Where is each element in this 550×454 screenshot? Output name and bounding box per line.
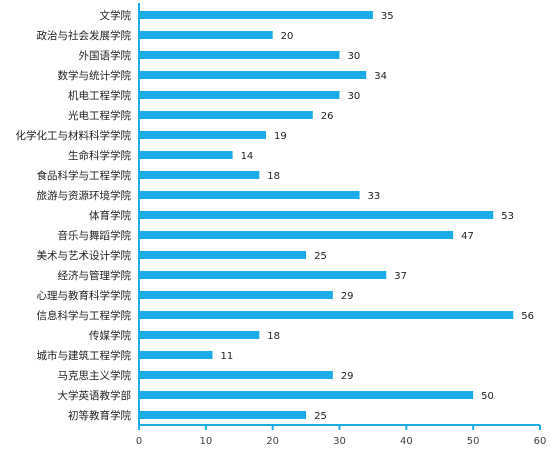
data-label: 18	[267, 171, 280, 182]
category-label: 光电工程学院	[68, 109, 131, 122]
bar	[139, 211, 494, 219]
category-label: 体育学院	[89, 209, 131, 222]
category-label: 信息科学与工程学院	[37, 309, 132, 322]
category-label: 数学与统计学院	[58, 69, 132, 82]
data-label: 37	[394, 271, 407, 282]
bar	[139, 351, 213, 359]
category-label: 马克思主义学院	[58, 369, 132, 382]
category-label: 旅游与资源环境学院	[37, 189, 132, 202]
data-label: 25	[314, 411, 327, 422]
data-label: 14	[241, 151, 254, 162]
bar	[139, 271, 387, 279]
x-tick-label: 60	[534, 436, 547, 447]
bar	[139, 111, 313, 119]
data-label: 34	[374, 71, 387, 82]
category-label: 文学院	[100, 9, 132, 22]
data-label: 53	[501, 211, 514, 222]
x-tick-label: 30	[333, 436, 346, 447]
category-label: 化学化工与材料科学学院	[16, 129, 132, 142]
category-label: 心理与教育科学学院	[37, 289, 132, 302]
bar	[139, 231, 454, 239]
category-label: 政治与社会发展学院	[37, 29, 132, 42]
axes-group: 0 10 20 30 40 50 60	[136, 3, 547, 447]
data-label: 11	[221, 351, 234, 362]
data-label: 47	[461, 231, 474, 242]
value-labels: 35 20 30 34 30 26 19 14 18 33 53 47 25 37 29 56 18 11 29 50…	[221, 11, 534, 422]
data-label: 30	[348, 51, 361, 62]
data-label: 50	[481, 391, 494, 402]
data-label: 29	[341, 371, 354, 382]
data-label: 26	[321, 111, 334, 122]
data-label: 35	[381, 11, 394, 22]
bars-group	[139, 11, 514, 419]
x-tick-label: 0	[136, 436, 142, 447]
category-label: 初等教育学院	[68, 409, 131, 422]
bar	[139, 171, 260, 179]
bar	[139, 11, 373, 19]
bar	[139, 331, 260, 339]
category-label: 美术与艺术设计学院	[37, 249, 132, 262]
category-label: 经济与管理学院	[58, 269, 132, 282]
x-tick-label: 10	[199, 436, 212, 447]
x-tick-label: 50	[467, 436, 480, 447]
bar	[139, 311, 514, 319]
bar	[139, 71, 367, 79]
category-label: 食品科学与工程学院	[37, 169, 132, 182]
bar	[139, 31, 273, 39]
bar	[139, 391, 474, 399]
category-label: 音乐与舞蹈学院	[58, 229, 132, 242]
bar	[139, 371, 333, 379]
x-tick-label: 40	[400, 436, 413, 447]
category-label: 传媒学院	[89, 329, 131, 342]
data-label: 18	[267, 331, 280, 342]
bar	[139, 291, 333, 299]
category-label: 外国语学院	[79, 49, 132, 62]
bar	[139, 411, 307, 419]
category-label: 城市与建筑工程学院	[37, 349, 132, 362]
bar	[139, 51, 340, 59]
data-label: 29	[341, 291, 354, 302]
bar	[139, 151, 233, 159]
category-label: 机电工程学院	[68, 89, 131, 102]
data-label: 25	[314, 251, 327, 262]
bar	[139, 191, 360, 199]
data-label: 19	[274, 131, 287, 142]
category-label: 大学英语教学部	[58, 389, 132, 402]
bar	[139, 91, 340, 99]
bar	[139, 131, 266, 139]
category-labels: 文学院政治与社会发展学院外国语学院数学与统计学院机电工程学院光电工程学院化学化工…	[16, 9, 132, 422]
bar	[139, 251, 307, 259]
data-label: 56	[521, 311, 534, 322]
data-label: 30	[348, 91, 361, 102]
data-label: 33	[368, 191, 381, 202]
data-label: 20	[281, 31, 294, 42]
x-tick-label: 20	[266, 436, 279, 447]
category-label: 生命科学学院	[68, 149, 131, 162]
